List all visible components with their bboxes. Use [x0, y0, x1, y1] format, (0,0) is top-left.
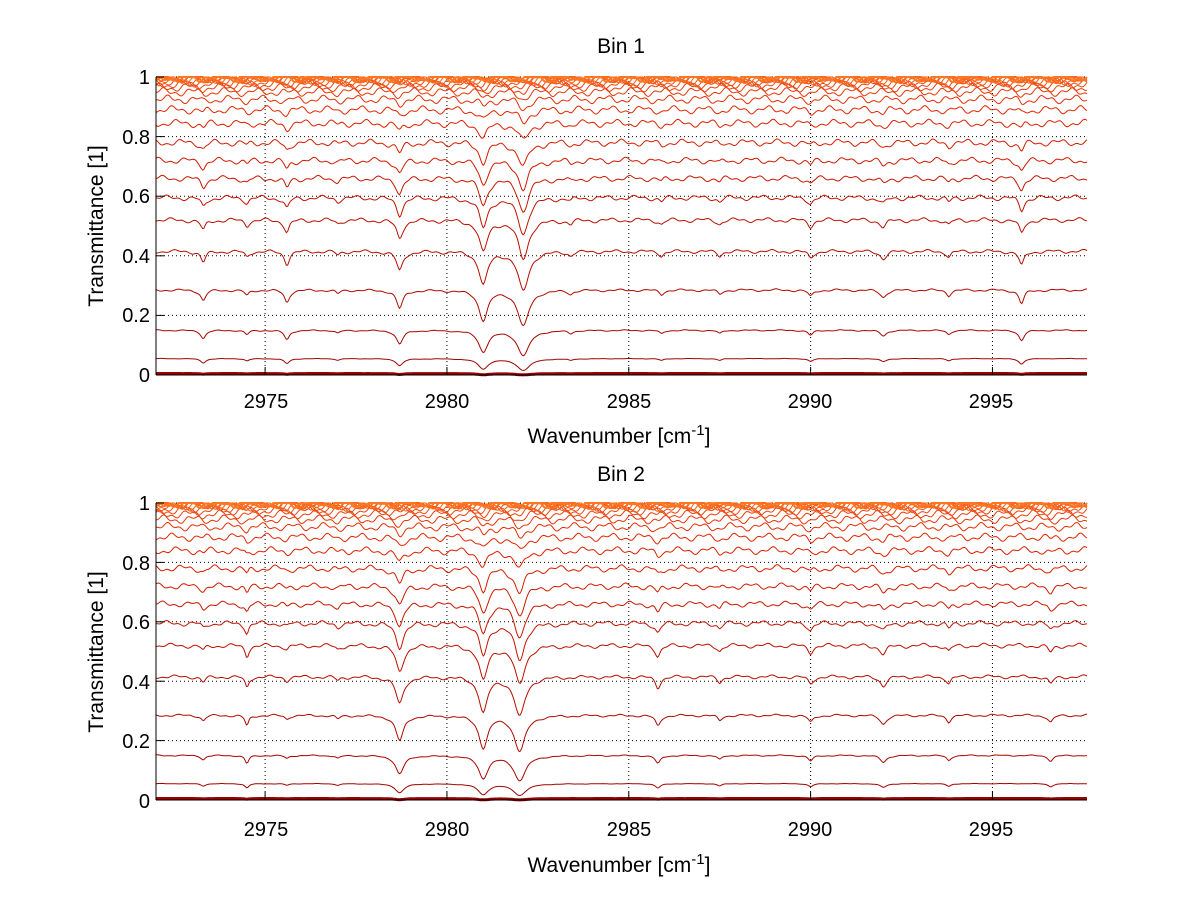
spectrum-line [155, 546, 1088, 568]
x-axis-label-close: ] [705, 425, 711, 448]
x-tick-label: 2980 [425, 391, 470, 413]
y-tick-label: 0.8 [122, 127, 150, 149]
spectrum-line [155, 509, 1088, 522]
x-tick-label: 2975 [244, 819, 289, 841]
spectrum-line [155, 174, 1088, 213]
y-tick-label: 0.8 [122, 553, 150, 575]
spectrum-line [156, 797, 1087, 802]
y-tick-label: 0.6 [122, 612, 150, 634]
spectrum-line [155, 329, 1088, 357]
spectrum-line [155, 514, 1088, 530]
x-tick-label: 2995 [969, 819, 1014, 841]
y-tick-group: 0 0.2 0.4 0.6 0.8 1 [122, 67, 164, 387]
spectrum-line [155, 532, 1088, 549]
spectrum-line [155, 754, 1088, 782]
spectrum-line [155, 118, 1088, 139]
spectrum-line [155, 564, 1088, 595]
spectrum-line [155, 217, 1088, 261]
spectrum-line [155, 82, 1088, 95]
spectrum-line [156, 75, 1088, 84]
grid-lines [156, 76, 1087, 376]
spectrum-line [155, 105, 1088, 125]
x-tick-label: 2975 [244, 391, 289, 413]
x-tick-label: 2985 [607, 391, 652, 413]
y-axis-label: Transmittance [1] [85, 145, 108, 306]
spectrum-line [156, 372, 1087, 377]
chart-panel-bin-2: Bin 2 2975 2980 2985 2990 2995 0 0.2 0.4… [85, 463, 1088, 877]
spectrum-line [155, 138, 1088, 167]
y-tick-label: 0.2 [122, 731, 150, 753]
x-axis-label-main: Wavenumber [cm [528, 854, 692, 877]
x-tick-group: 2975 2980 2985 2990 2995 [244, 792, 1014, 841]
y-tick-label: 1 [139, 67, 150, 89]
y-tick-label: 0.4 [122, 672, 150, 694]
x-tick-label: 2990 [788, 391, 833, 413]
y-tick-label: 1 [139, 493, 150, 515]
axes-box [155, 77, 1087, 376]
x-axis-label-main: Wavenumber [cm [528, 425, 692, 448]
spectrum-line [155, 782, 1088, 797]
axes-box [155, 503, 1087, 801]
chart-panel-bin-1: Bin 1 2975 2980 2985 2990 2995 0 0.2 0.4… [85, 35, 1088, 448]
x-axis-label: Wavenumber [cm-1] [528, 422, 711, 448]
x-axis-label-superscript: -1 [691, 851, 704, 868]
spectra-series-group [155, 501, 1088, 802]
y-tick-label: 0 [139, 365, 150, 387]
spectrum-line [155, 582, 1088, 617]
x-tick-label: 2985 [607, 819, 652, 841]
spectra-series-group [155, 75, 1088, 377]
plot-area [156, 77, 1087, 375]
plot-area [156, 503, 1087, 800]
spectrum-line [155, 86, 1088, 101]
y-tick-label: 0.6 [122, 186, 150, 208]
grid-lines [156, 502, 1087, 801]
x-tick-label: 2980 [425, 819, 470, 841]
spectrum-line [155, 674, 1088, 716]
y-axis-label: Transmittance [1] [85, 571, 108, 732]
spectrum-line [155, 288, 1088, 327]
y-tick-label: 0.2 [122, 305, 150, 327]
y-tick-label: 0.4 [122, 246, 150, 268]
chart-title: Bin 2 [597, 463, 645, 486]
spectrum-line [155, 619, 1088, 661]
x-axis-label-close: ] [705, 854, 711, 877]
spectrum-line [155, 194, 1088, 236]
chart-title: Bin 1 [597, 35, 645, 58]
x-tick-label: 2995 [969, 391, 1014, 413]
spectrum-line [155, 642, 1088, 684]
spectrum-line [155, 248, 1088, 291]
spectrum-line [155, 521, 1088, 539]
y-tick-label: 0 [139, 791, 150, 813]
x-axis-label-superscript: -1 [691, 422, 704, 439]
spectrum-line [155, 156, 1088, 192]
spectrum-line [156, 501, 1088, 510]
x-tick-group: 2975 2980 2985 2990 2995 [244, 367, 1014, 413]
spectrum-line [156, 357, 1087, 372]
spectrum-line [155, 94, 1088, 112]
y-tick-group: 0 0.2 0.4 0.6 0.8 1 [122, 493, 164, 813]
spectrum-line [155, 713, 1088, 753]
x-tick-label: 2990 [788, 819, 833, 841]
spectrum-line [155, 600, 1088, 639]
x-axis-label: Wavenumber [cm-1] [528, 851, 711, 877]
